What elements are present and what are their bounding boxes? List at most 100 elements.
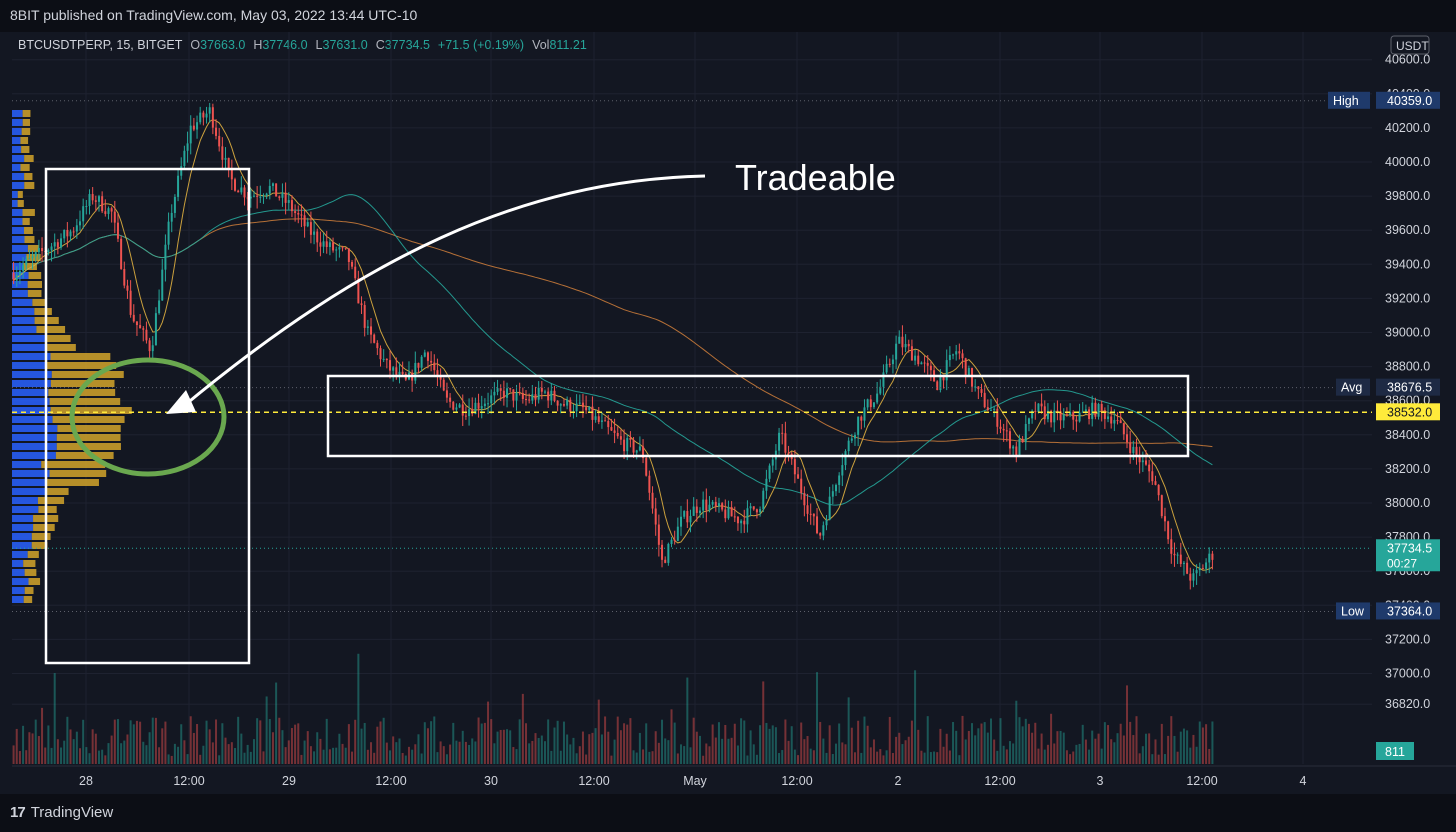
candle-body bbox=[433, 362, 436, 371]
volume-bar bbox=[1141, 746, 1144, 764]
profile-bar-down bbox=[21, 146, 30, 153]
candle-body bbox=[306, 222, 309, 227]
candle-body bbox=[822, 525, 825, 536]
volume-bar bbox=[196, 724, 199, 764]
candle-body bbox=[1021, 438, 1024, 443]
volume-bar bbox=[360, 728, 363, 764]
profile-bar-down bbox=[52, 416, 125, 423]
y-tick-label: 39800.0 bbox=[1385, 189, 1430, 203]
candle-body bbox=[676, 526, 679, 541]
candle-body bbox=[493, 391, 496, 396]
volume-bar bbox=[828, 725, 831, 764]
candle-body bbox=[888, 363, 891, 365]
volume-bar bbox=[1037, 748, 1040, 764]
volume-bar bbox=[50, 747, 53, 764]
volume-bar bbox=[1097, 733, 1100, 764]
profile-bar-down bbox=[49, 398, 121, 405]
volume-bar bbox=[543, 741, 546, 764]
candle-body bbox=[363, 305, 366, 328]
volume-bar bbox=[265, 696, 268, 764]
candle-body bbox=[436, 370, 439, 377]
tradeable-box-left bbox=[44, 167, 251, 665]
profile-bar-up bbox=[12, 506, 39, 513]
candle-body bbox=[183, 150, 186, 167]
price-tag-value: 38676.5 bbox=[1387, 381, 1432, 395]
candle-body bbox=[22, 265, 25, 271]
y-tick-label: 38800.0 bbox=[1385, 360, 1430, 374]
candle-body bbox=[1113, 420, 1116, 424]
candle-body bbox=[547, 391, 550, 401]
volume-bar bbox=[664, 738, 667, 764]
volume-bar bbox=[809, 748, 812, 764]
volume-bar bbox=[955, 730, 958, 764]
legend-close-label: C bbox=[375, 38, 385, 52]
candle-body bbox=[452, 401, 455, 410]
volume-bar bbox=[423, 722, 426, 764]
profile-bar-down bbox=[24, 155, 34, 162]
bottom-bar: 17 TradingView bbox=[0, 794, 1456, 832]
candle-body bbox=[882, 372, 885, 387]
candle-body bbox=[986, 407, 989, 411]
profile-bar-down bbox=[50, 353, 111, 360]
annotation-text: Tradeable bbox=[735, 157, 896, 198]
candle-body bbox=[948, 354, 951, 361]
volume-bar bbox=[613, 739, 616, 764]
candle-body bbox=[50, 246, 53, 251]
candle-body bbox=[1186, 562, 1189, 574]
candle-body bbox=[60, 238, 63, 248]
volume-bar bbox=[294, 724, 297, 764]
profile-bar-up bbox=[12, 452, 56, 459]
volume-bar bbox=[895, 736, 898, 764]
candle-body bbox=[237, 190, 240, 193]
volume-bar bbox=[1205, 724, 1208, 764]
candle-body bbox=[803, 492, 806, 506]
candle-body bbox=[759, 509, 762, 513]
candle-body bbox=[847, 440, 850, 452]
candle-body bbox=[983, 392, 986, 408]
candle-body bbox=[218, 135, 221, 147]
candle-body bbox=[581, 402, 584, 408]
candle-body bbox=[1078, 412, 1081, 422]
volume-bar bbox=[1192, 734, 1195, 764]
candle-body bbox=[661, 544, 664, 560]
volume-bar bbox=[556, 720, 559, 764]
candle-body bbox=[828, 496, 831, 520]
candle-body bbox=[338, 247, 341, 250]
volume-bar bbox=[91, 729, 94, 764]
price-tag-poc bbox=[1376, 403, 1440, 421]
volume-bar bbox=[705, 743, 708, 764]
candle-body bbox=[509, 388, 512, 390]
volume-bar bbox=[765, 722, 768, 764]
volume-bar bbox=[47, 725, 50, 764]
candle-body bbox=[667, 543, 670, 563]
published-text: 8BIT published on TradingView.com, May 0… bbox=[10, 7, 418, 23]
tradingview-logo[interactable]: 17 TradingView bbox=[10, 804, 113, 821]
candle-body bbox=[398, 371, 401, 375]
time-axis[interactable]: 28 12:00 29 12:00 30 12:00 May 12:00 2 12:00 3 12:0… bbox=[12, 765, 1456, 788]
price-chart[interactable]: Tradeable 40800.040600.040400.040200.040… bbox=[0, 32, 1456, 794]
candle-body bbox=[313, 231, 316, 235]
candle-body bbox=[733, 516, 736, 518]
candle-body bbox=[461, 404, 464, 416]
profile-bar-down bbox=[56, 434, 121, 441]
legend-symbol[interactable]: BTCUSDTPERP, 15, BITGET bbox=[18, 38, 183, 52]
volume-bar bbox=[202, 745, 205, 764]
volume-bar bbox=[695, 731, 698, 764]
volume-bar bbox=[192, 732, 195, 764]
candle-body bbox=[284, 192, 287, 203]
price-axis[interactable]: 40800.040600.040400.040200.040000.039800… bbox=[1385, 32, 1430, 711]
volume-bar bbox=[22, 725, 25, 764]
y-tick-label: 36820.0 bbox=[1385, 697, 1430, 711]
volume-bar bbox=[1160, 723, 1163, 764]
candle-body bbox=[360, 303, 363, 306]
profile-bar-down bbox=[22, 209, 35, 216]
candle-body bbox=[762, 490, 765, 510]
candle-body bbox=[120, 238, 123, 269]
candle-body bbox=[920, 362, 923, 365]
candle-body bbox=[468, 409, 471, 417]
volume-bar bbox=[455, 740, 458, 764]
profile-bar-down bbox=[20, 164, 30, 171]
candle-body bbox=[765, 478, 768, 491]
volume-bar bbox=[1126, 685, 1129, 764]
y-tick-label: 40000.0 bbox=[1385, 155, 1430, 169]
